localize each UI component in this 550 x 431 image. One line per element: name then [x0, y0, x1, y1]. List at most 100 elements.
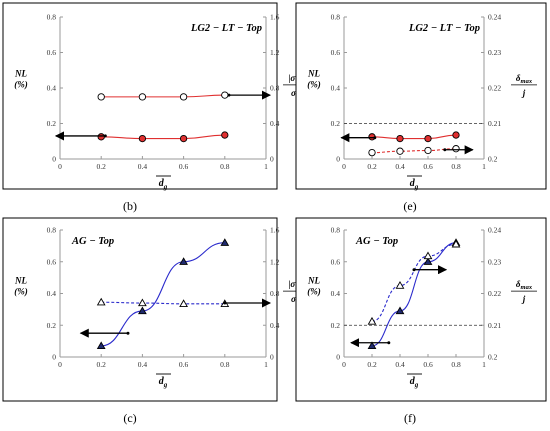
- x-tick-label: 0.6: [179, 360, 189, 369]
- y-right-label-denominator: j: [521, 294, 526, 304]
- data-point-right: [368, 148, 376, 157]
- x-axis-label: dg: [410, 376, 419, 389]
- chart-title: AG − Top: [355, 236, 398, 247]
- data-point-left: [220, 238, 230, 246]
- y-left-label: NL: [307, 69, 320, 79]
- axis-indicator-arrow-tail: [126, 331, 130, 335]
- data-point-left: [179, 257, 188, 265]
- data-point-left: [97, 133, 105, 141]
- y-left-tick-label: 0: [52, 155, 56, 164]
- y-right-tick-label: 0: [270, 155, 274, 164]
- x-tick-label: 0.2: [367, 360, 377, 369]
- data-point-left: [221, 131, 229, 139]
- data-point-left: [179, 134, 188, 143]
- x-tick-label: 1: [482, 162, 486, 171]
- y-left-label-unit: (%): [14, 80, 28, 90]
- y-left-tick-label: 0: [336, 353, 340, 362]
- y-left-tick-label: 0.8: [331, 13, 341, 22]
- data-point-right: [96, 297, 106, 306]
- data-point-right: [221, 91, 229, 99]
- x-tick-label: 0: [58, 360, 62, 369]
- x-tick-label: 0.8: [220, 360, 230, 369]
- data-point-left: [395, 306, 405, 315]
- x-axis-label: dg: [410, 178, 419, 191]
- chart-title: LG2 − LT − Top: [408, 23, 480, 34]
- y-left-tick-label: 0.2: [331, 119, 341, 128]
- series-line-left: [101, 134, 225, 140]
- panel-frame: [295, 217, 547, 402]
- x-tick-label: 1: [264, 360, 268, 369]
- y-right-tick-label: 0.22: [488, 289, 501, 298]
- y-right-tick-label: 0.23: [488, 48, 501, 57]
- y-left-tick-label: 0.2: [331, 321, 341, 330]
- x-tick-label: 0.2: [97, 360, 107, 369]
- x-tick-label: 0.8: [451, 162, 461, 171]
- y-left-label: NL: [14, 69, 27, 79]
- y-left-tick-label: 0.6: [331, 257, 341, 266]
- data-point-right: [452, 145, 460, 153]
- x-axis-label: dg: [159, 376, 168, 389]
- data-point-left: [423, 257, 433, 265]
- data-point-left: [424, 134, 432, 143]
- data-point-right: [395, 281, 405, 289]
- y-left-tick-label: 0.4: [47, 289, 57, 298]
- y-left-tick-label: 0.2: [47, 321, 57, 330]
- y-right-tick-label: 0.2: [488, 353, 498, 362]
- y-right-tick-label: 0.21: [488, 321, 501, 330]
- axis-indicator-arrow-tail: [227, 93, 231, 97]
- data-point-left: [138, 306, 147, 315]
- x-tick-label: 0.6: [179, 162, 189, 171]
- chart-title: LG2 − LT − Top: [190, 23, 262, 34]
- y-left-label-unit: (%): [14, 286, 28, 296]
- panel-frame: [2, 217, 278, 402]
- data-point-right: [97, 93, 105, 101]
- x-tick-label: 0.4: [395, 162, 405, 171]
- x-axis-label: dg: [159, 178, 168, 191]
- panel-caption: (f): [404, 411, 416, 425]
- y-left-tick-label: 0.8: [47, 226, 57, 235]
- y-right-tick-label: 0.4: [270, 321, 280, 330]
- series-line-right: [101, 94, 225, 98]
- data-point-left: [396, 134, 404, 143]
- chart-panel-e: 0 0.2 0.4 0.6 0.8 1 0 0.2 0.4 0.6 0.8 0.2 0.21 0.22 0.…: [295, 2, 547, 213]
- data-point-right: [423, 251, 433, 260]
- axis-indicator-arrow-tail: [387, 341, 391, 345]
- x-tick-label: 0.6: [423, 360, 433, 369]
- y-left-tick-label: 0.4: [47, 84, 57, 93]
- x-tick-label: 0: [342, 162, 346, 171]
- y-left-tick-label: 0.6: [47, 257, 57, 266]
- y-right-tick-label: 0.23: [488, 257, 501, 266]
- y-left-tick-label: 0.8: [47, 13, 57, 22]
- series-line-right: [371, 148, 457, 154]
- axis-indicator-arrow-tail: [412, 268, 416, 272]
- chart-panel-c: 0 0.2 0.4 0.6 0.8 100.20.40.60.800.40.81.21.6…: [2, 217, 309, 425]
- y-left-label: NL: [307, 275, 320, 285]
- y-left-label-unit: (%): [307, 80, 321, 90]
- series-line-left: [101, 242, 225, 347]
- axis-indicator-arrow-tail: [223, 301, 227, 305]
- y-right-tick-label: 0.8: [270, 289, 280, 298]
- data-point-left: [367, 341, 377, 350]
- data-point-right: [179, 93, 188, 101]
- panel-caption: (c): [123, 411, 136, 425]
- y-left-tick-label: 0: [52, 353, 56, 362]
- y-right-tick-label: 0.8: [270, 84, 280, 93]
- y-left-tick-label: 0.4: [331, 84, 341, 93]
- y-right-tick-label: 1.6: [270, 13, 280, 22]
- y-left-tick-label: 0: [336, 155, 340, 164]
- x-tick-label: 0.4: [395, 360, 405, 369]
- x-tick-label: 0: [58, 162, 62, 171]
- x-tick-label: 0.8: [451, 360, 461, 369]
- data-point-right: [138, 93, 147, 101]
- x-tick-label: 0.2: [97, 162, 107, 171]
- y-right-label-numerator: δmax: [516, 279, 533, 291]
- x-tick-label: 0.2: [367, 162, 377, 171]
- axis-indicator-arrow-tail: [103, 134, 107, 138]
- y-right-label-denominator: j: [521, 88, 526, 98]
- y-right-tick-label: 0.4: [270, 119, 280, 128]
- y-left-tick-label: 0.4: [331, 289, 341, 298]
- x-tick-label: 0.6: [423, 162, 433, 171]
- series-line-left: [371, 242, 457, 347]
- data-point-left: [96, 341, 106, 350]
